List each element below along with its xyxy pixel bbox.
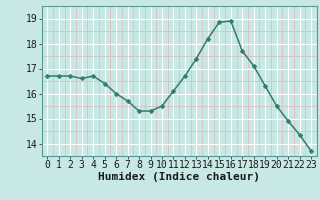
X-axis label: Humidex (Indice chaleur): Humidex (Indice chaleur) [98,172,260,182]
